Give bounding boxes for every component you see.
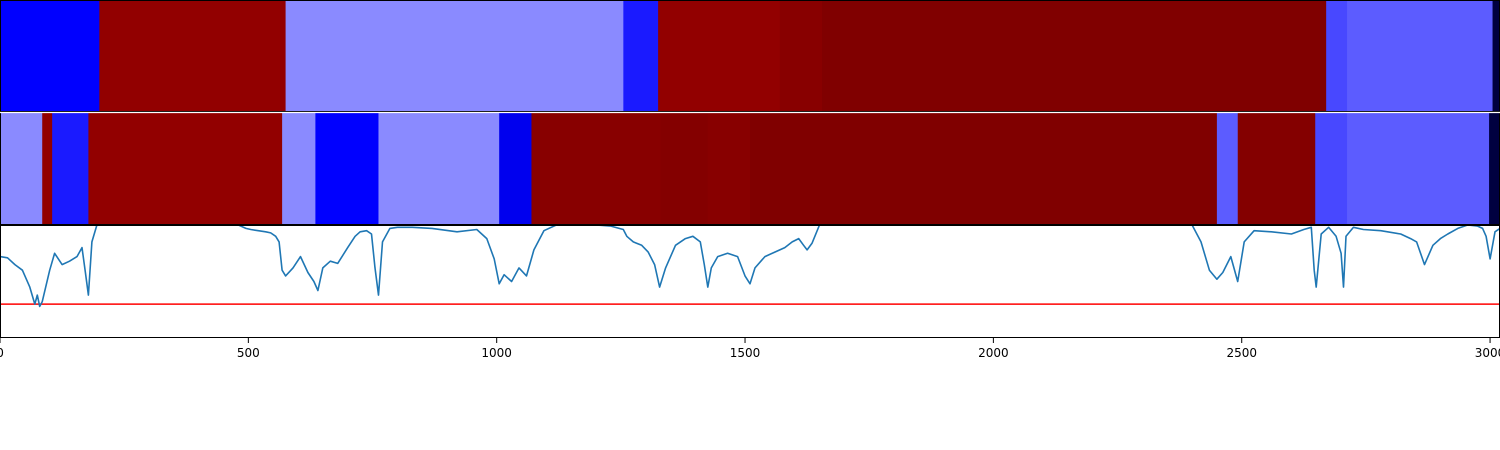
middle-strip-segment-11 [750,112,1217,225]
line-panel [0,225,1500,306]
middle-strip-segment-12 [1217,112,1238,225]
series-line [0,225,1500,306]
middle-strip-segment-9 [661,112,709,225]
top-strip-segment-1 [99,0,286,112]
top-strip-segment-9 [1493,0,1500,112]
middle-strip-segment-15 [1347,112,1490,225]
middle-strip-segment-2 [52,112,89,225]
middle-strip-segment-1 [42,112,52,225]
top-strip-segment-8 [1347,0,1493,112]
top-strip-panel [0,0,1500,112]
x-axis: 0 500 1000 1500 2000 2500 3000 [0,338,1500,360]
middle-strip-panel [0,112,1500,225]
top-strip-segment-3 [623,0,658,112]
middle-strip-segment-0 [0,112,43,225]
x-tick-label: 1500 [730,346,761,360]
top-strip-segment-0 [0,0,100,112]
x-tick-label: 0 [0,346,4,360]
top-strip-segment-5 [780,0,823,112]
x-tick-label: 1000 [481,346,512,360]
top-strip-segment-4 [658,0,780,112]
top-strip-segment-6 [822,0,1327,112]
top-strip-segment-2 [286,0,624,112]
middle-strip-segment-14 [1315,112,1347,225]
x-tick-label: 3000 [1475,346,1500,360]
middle-strip-segment-5 [315,112,379,225]
x-tick-label: 2000 [978,346,1009,360]
middle-strip-segment-16 [1489,112,1500,225]
middle-strip-segment-10 [708,112,751,225]
middle-strip-segment-13 [1238,112,1316,225]
x-tick-label: 2500 [1226,346,1257,360]
middle-strip-segment-8 [531,112,661,225]
middle-strip-segment-6 [378,112,499,225]
middle-strip-segment-3 [88,112,282,225]
middle-strip-segment-7 [499,112,532,225]
x-tick-label: 500 [237,346,260,360]
top-strip-segment-7 [1326,0,1347,112]
middle-strip-segment-4 [282,112,316,225]
